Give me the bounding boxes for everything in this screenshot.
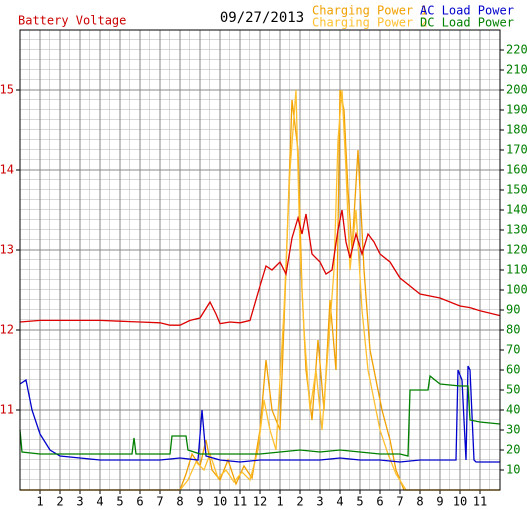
x-tick-label: 8 bbox=[416, 495, 423, 509]
y2-tick-label: 150 bbox=[506, 183, 527, 197]
y2-tick-label: 130 bbox=[506, 223, 527, 237]
x-tick-label: 9 bbox=[196, 495, 203, 509]
legend-entry: AC Load Power bbox=[420, 4, 514, 18]
x-tick-label: 11 bbox=[473, 495, 487, 509]
y2-tick-label: 190 bbox=[506, 103, 527, 117]
x-tick-label: 7 bbox=[396, 495, 403, 509]
y2-tick-label: 120 bbox=[506, 243, 527, 257]
x-tick-label: 10 bbox=[213, 495, 227, 509]
y2-tick-label: 50 bbox=[506, 383, 520, 397]
y2-tick-label: 30 bbox=[506, 423, 520, 437]
x-tick-label: 5 bbox=[356, 495, 363, 509]
chart-title: 09/27/2013 bbox=[220, 10, 304, 26]
x-tick-label: 6 bbox=[136, 495, 143, 509]
x-tick-label: 6 bbox=[376, 495, 383, 509]
y2-tick-label: 220 bbox=[506, 43, 527, 57]
series-line bbox=[19, 365, 500, 463]
y2-tick-label: 90 bbox=[506, 303, 520, 317]
y2-tick-label: 60 bbox=[506, 363, 520, 377]
x-tick-label: 9 bbox=[436, 495, 443, 509]
y2-tick-label: 170 bbox=[506, 143, 527, 157]
y2-tick-label: 70 bbox=[506, 343, 520, 357]
legend-entry: Charging Power 2 bbox=[312, 16, 428, 30]
x-tick-label: 1 bbox=[36, 495, 43, 509]
x-tick-label: 4 bbox=[96, 495, 103, 509]
plot-frame bbox=[19, 29, 501, 491]
x-tick-label: 3 bbox=[76, 495, 83, 509]
x-tick-label: 11 bbox=[233, 495, 247, 509]
series-line bbox=[19, 209, 501, 326]
x-tick-label: 4 bbox=[336, 495, 343, 509]
y-tick-label: 11 bbox=[0, 403, 14, 417]
y2-tick-label: 100 bbox=[506, 283, 527, 297]
x-tick-label: 1 bbox=[276, 495, 283, 509]
y-axis-label: Battery Voltage bbox=[18, 14, 126, 28]
y2-tick-label: 200 bbox=[506, 83, 527, 97]
y2-tick-label: 140 bbox=[506, 203, 527, 217]
y2-tick-label: 80 bbox=[506, 323, 520, 337]
y2-tick-label: 20 bbox=[506, 443, 520, 457]
series-line bbox=[19, 374, 501, 457]
y2-tick-label: 180 bbox=[506, 123, 527, 137]
x-tick-label: 10 bbox=[453, 495, 467, 509]
y-tick-label: 15 bbox=[0, 83, 14, 97]
y-tick-label: 13 bbox=[0, 243, 14, 257]
legend-entry: DC Load Power bbox=[420, 16, 514, 30]
y-tick-label: 14 bbox=[0, 163, 14, 177]
x-tick-label: 2 bbox=[56, 495, 63, 509]
y2-tick-label: 10 bbox=[506, 463, 520, 477]
x-tick-label: 8 bbox=[176, 495, 183, 509]
x-tick-label: 5 bbox=[116, 495, 123, 509]
x-tick-label: 12 bbox=[253, 495, 267, 509]
legend-entry: Charging Power 1 bbox=[312, 4, 428, 18]
x-tick-label: 2 bbox=[296, 495, 303, 509]
series-line bbox=[20, 89, 500, 491]
y2-tick-label: 210 bbox=[506, 63, 527, 77]
x-tick-label: 3 bbox=[316, 495, 323, 509]
y2-tick-label: 160 bbox=[506, 163, 527, 177]
y2-tick-label: 110 bbox=[506, 263, 527, 277]
x-tick-label: 7 bbox=[156, 495, 163, 509]
y2-tick-label: 40 bbox=[506, 403, 520, 417]
y-tick-label: 12 bbox=[0, 323, 14, 337]
